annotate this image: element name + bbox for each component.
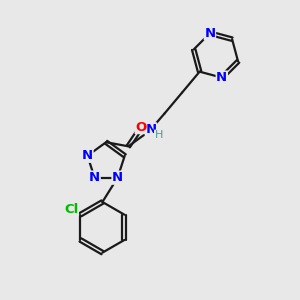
- Text: N: N: [82, 149, 93, 162]
- Text: N: N: [216, 71, 227, 84]
- Text: N: N: [146, 123, 157, 136]
- Text: N: N: [204, 27, 215, 40]
- Text: O: O: [135, 121, 146, 134]
- Text: N: N: [89, 171, 100, 184]
- Text: N: N: [112, 171, 123, 184]
- Text: Cl: Cl: [64, 203, 78, 216]
- Text: H: H: [154, 130, 163, 140]
